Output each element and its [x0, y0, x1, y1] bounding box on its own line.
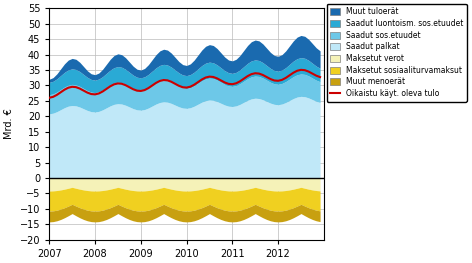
Y-axis label: Mrd. €: Mrd. €: [4, 109, 14, 139]
Legend: Muut tuloerät, Saadut luontoism. sos.etuudet, Saadut sos.etuudet, Saadut palkat,: Muut tuloerät, Saadut luontoism. sos.etu…: [327, 4, 467, 102]
